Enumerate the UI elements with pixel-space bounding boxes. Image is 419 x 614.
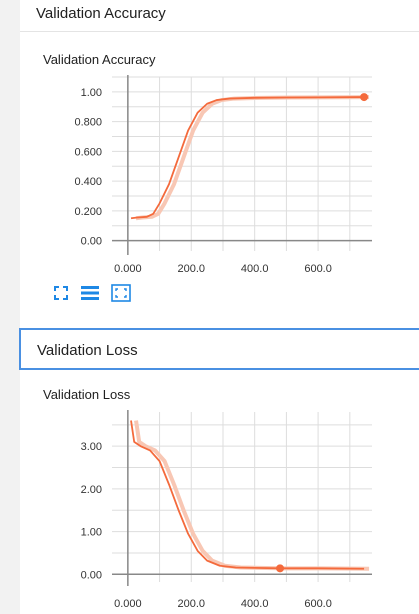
y-tick-label: 0.200	[74, 206, 102, 218]
y-tick-label: 0.600	[74, 146, 102, 158]
x-tick-label: 0.000	[114, 263, 142, 275]
x-tick-label: 400.0	[241, 598, 269, 610]
chart-title-validation-loss: Validation Loss	[43, 387, 131, 402]
x-tick-label: 0.000	[114, 598, 142, 610]
section-header-validation-loss[interactable]: Validation Loss	[19, 328, 419, 370]
x-tick-label: 200.0	[178, 598, 206, 610]
data-table-icon[interactable]	[79, 283, 101, 303]
series-highlight-point	[276, 564, 285, 573]
y-tick-label: 0.00	[81, 236, 102, 248]
y-tick-label: 2.00	[81, 484, 102, 496]
x-tick-label: 400.0	[241, 263, 269, 275]
x-tick-label: 600.0	[304, 263, 332, 275]
fullscreen-icon[interactable]	[50, 283, 72, 303]
y-tick-label: 1.00	[81, 527, 102, 539]
y-tick-label: 0.400	[74, 176, 102, 188]
series-raw-line	[134, 420, 370, 571]
series-line	[130, 420, 365, 570]
series-highlight-point	[360, 93, 369, 102]
y-tick-label: 0.800	[74, 117, 102, 129]
chart-title-validation-accuracy: Validation Accuracy	[43, 52, 156, 67]
x-tick-label: 200.0	[178, 263, 206, 275]
y-tick-label: 1.00	[81, 87, 102, 99]
fit-domain-icon[interactable]	[110, 283, 132, 303]
left-gutter	[0, 0, 20, 614]
section-header-validation-accuracy[interactable]: Validation Accuracy	[20, 0, 419, 32]
x-tick-label: 600.0	[304, 598, 332, 610]
y-tick-label: 0.00	[81, 569, 102, 581]
series-line	[130, 96, 365, 220]
y-tick-label: 3.00	[81, 441, 102, 453]
